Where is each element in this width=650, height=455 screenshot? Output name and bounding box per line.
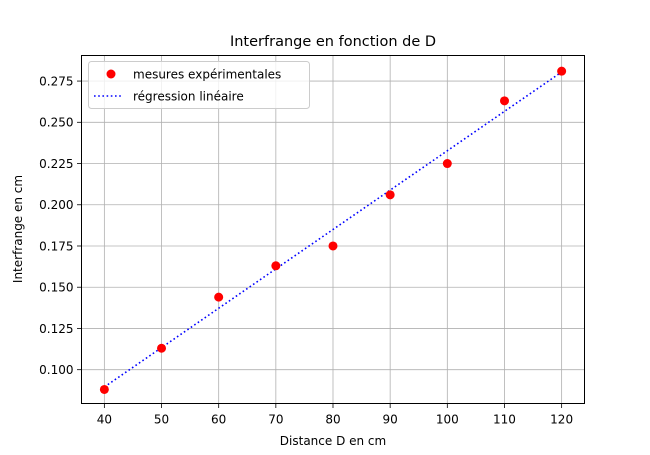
data-point bbox=[499, 96, 509, 106]
y-tick-label: 0.125 bbox=[39, 322, 73, 336]
x-tick-label: 50 bbox=[154, 413, 169, 427]
data-point bbox=[442, 159, 452, 169]
data-point bbox=[214, 292, 224, 302]
chart-title: Interfrange en fonction de D bbox=[230, 34, 436, 50]
data-point bbox=[271, 261, 281, 271]
y-tick-label: 0.100 bbox=[39, 363, 73, 377]
legend-label-measurements: mesures expérimentales bbox=[133, 68, 281, 82]
regression-line bbox=[103, 71, 563, 388]
x-axis-ticks: 40 50 60 70 80 90 100 110 120 bbox=[97, 403, 573, 427]
legend: mesures expérimentales régression linéai… bbox=[88, 61, 310, 109]
y-tick-label: 0.150 bbox=[39, 281, 73, 295]
x-tick-label: 100 bbox=[436, 413, 459, 427]
y-axis-ticks: 0.100 0.125 0.150 0.175 0.200 0.225 0.250 0.275 bbox=[39, 74, 82, 377]
y-tick-label: 0.175 bbox=[39, 239, 73, 253]
series-layer bbox=[99, 66, 567, 394]
data-point bbox=[328, 241, 338, 251]
data-point bbox=[385, 190, 395, 200]
y-tick-label: 0.250 bbox=[39, 116, 73, 130]
x-tick-label: 40 bbox=[97, 413, 112, 427]
x-tick-label: 80 bbox=[325, 413, 340, 427]
x-tick-label: 90 bbox=[383, 413, 398, 427]
legend-box bbox=[88, 61, 310, 109]
y-axis-label: Interfrange en cm bbox=[11, 175, 25, 283]
legend-label-regression: régression linéaire bbox=[133, 90, 244, 104]
data-point bbox=[157, 343, 167, 353]
x-axis-label: Distance D en cm bbox=[280, 434, 386, 448]
x-tick-label: 110 bbox=[493, 413, 516, 427]
y-tick-label: 0.225 bbox=[39, 157, 73, 171]
y-tick-label: 0.200 bbox=[39, 198, 73, 212]
data-point bbox=[557, 66, 567, 76]
x-tick-label: 120 bbox=[550, 413, 573, 427]
x-tick-label: 70 bbox=[268, 413, 283, 427]
legend-marker-measurements bbox=[106, 69, 116, 79]
y-tick-label: 0.275 bbox=[39, 74, 73, 88]
data-point bbox=[99, 384, 109, 394]
x-tick-label: 60 bbox=[211, 413, 226, 427]
